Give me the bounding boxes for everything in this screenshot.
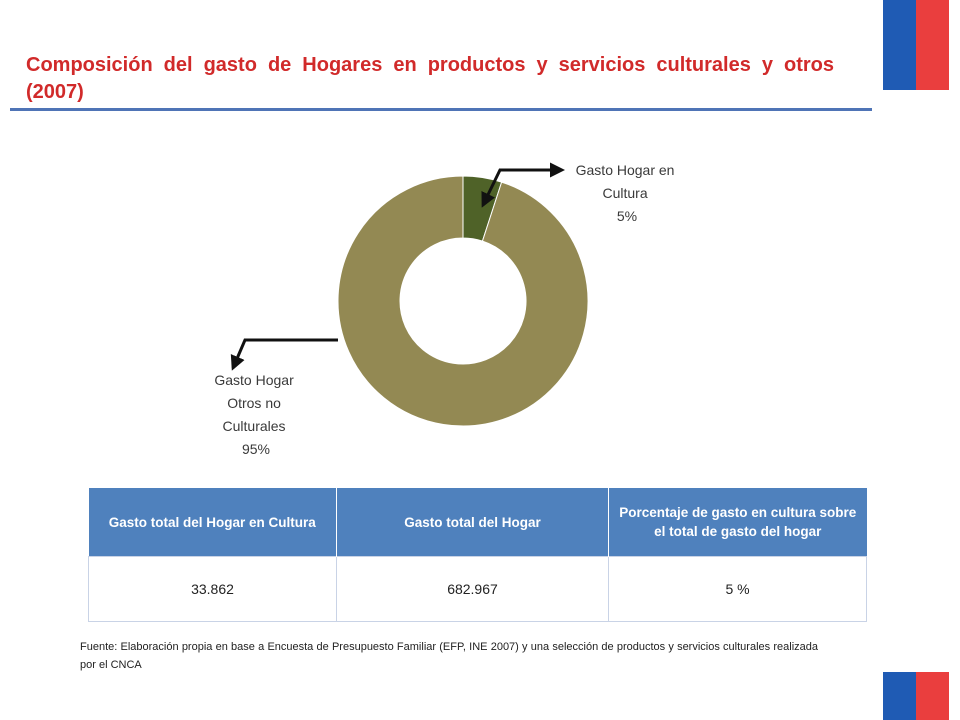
table-cell: 682.967 bbox=[336, 556, 609, 622]
title-underline bbox=[10, 108, 872, 111]
donut-chart: Gasto Hogar en Cultura 5% Gasto Hogar Ot… bbox=[214, 162, 679, 457]
expenditure-table: Gasto total del Hogar en Cultura Gasto t… bbox=[88, 488, 867, 622]
table-header-cell: Gasto total del Hogar bbox=[336, 488, 609, 557]
culture-slice-label: Gasto Hogar en Cultura 5% bbox=[576, 162, 679, 224]
table-cell: 5 % bbox=[608, 556, 867, 622]
flag-decoration-top bbox=[883, 0, 949, 90]
other-slice-label: Gasto Hogar Otros no Culturales 95% bbox=[214, 372, 297, 457]
table-header-cell: Porcentaje de gasto en cultura sobre el … bbox=[608, 488, 867, 557]
flag-decoration-bottom bbox=[883, 672, 949, 720]
flag-blue-stripe bbox=[883, 0, 916, 90]
other-callout-arrow bbox=[230, 338, 338, 371]
page-title: Composición del gasto de Hogares en prod… bbox=[26, 54, 834, 103]
table-header-cell: Gasto total del Hogar en Cultura bbox=[88, 488, 337, 557]
donut-slice-otros bbox=[337, 175, 589, 427]
source-note: Fuente: Elaboración propia en base a Enc… bbox=[80, 641, 818, 671]
flag-red-stripe bbox=[916, 672, 949, 720]
table-header-row: Gasto total del Hogar en Cultura Gasto t… bbox=[88, 488, 867, 557]
table-cell: 33.862 bbox=[88, 556, 337, 622]
culture-callout-arrow bbox=[481, 162, 565, 208]
flag-red-stripe bbox=[916, 0, 949, 90]
flag-blue-stripe bbox=[883, 672, 916, 720]
table-row: 33.862 682.967 5 % bbox=[88, 556, 867, 622]
